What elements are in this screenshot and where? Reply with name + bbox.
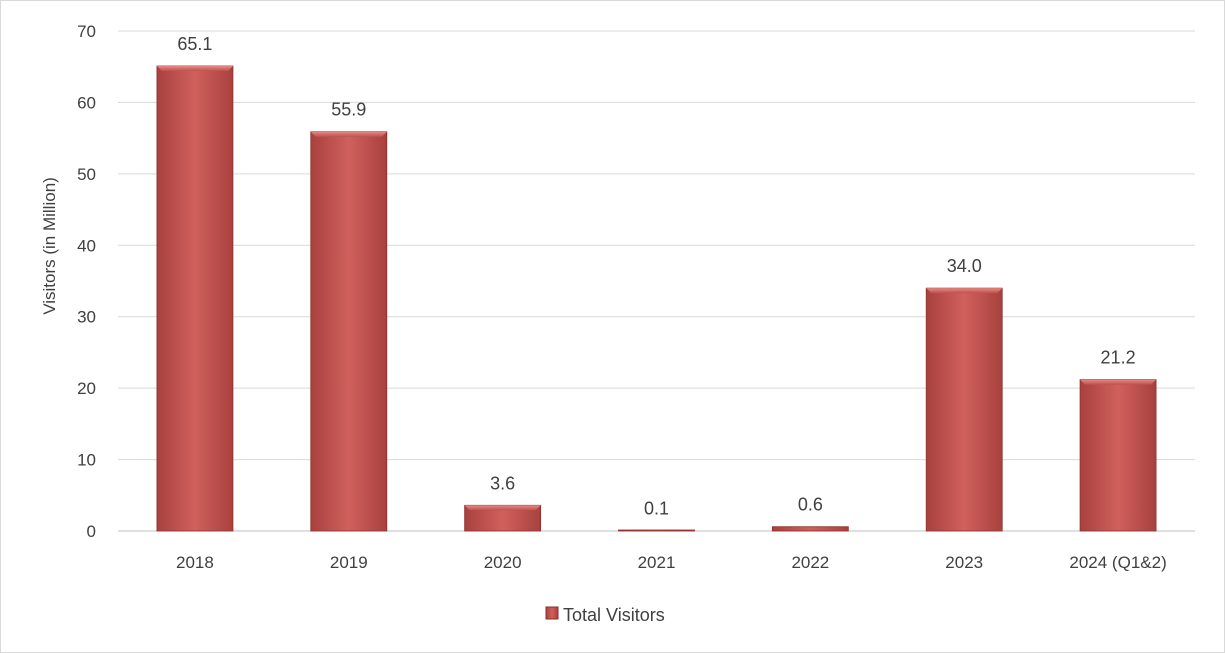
y-tick-label: 20: [77, 379, 96, 398]
data-label: 0.6: [798, 495, 823, 515]
bar-2018: [156, 65, 234, 532]
bars: [156, 65, 1157, 532]
x-category-label: 2024 (Q1&2): [1069, 553, 1166, 572]
bar-2022: [771, 526, 849, 532]
x-category-label: 2018: [176, 553, 214, 572]
y-tick-label: 70: [77, 22, 96, 41]
bar-bevel: [310, 131, 387, 137]
bar-2023: [925, 287, 1003, 532]
bar-body: [156, 65, 234, 532]
bar-bevel: [926, 288, 1003, 294]
x-category-label: 2019: [330, 553, 368, 572]
bar-body: [771, 526, 849, 532]
bar-body: [618, 529, 695, 532]
x-category-label: 2022: [791, 553, 829, 572]
y-tick-label: 50: [77, 165, 96, 184]
bar-bevel: [464, 505, 541, 511]
x-category-label: 2023: [945, 553, 983, 572]
data-label: 65.1: [177, 34, 212, 54]
data-label: 0.1: [644, 498, 669, 518]
bar-2021: [618, 529, 695, 532]
x-axis-categories: 2018 2019 2020 2021 2022 2023 2024 (Q1&2): [176, 553, 1167, 572]
y-tick-label: 10: [77, 451, 96, 470]
bar-2020: [464, 504, 542, 532]
bar-bevel: [1080, 379, 1157, 385]
legend-label: Total Visitors: [563, 605, 665, 625]
data-label: 55.9: [331, 100, 366, 120]
legend: Total Visitors: [545, 605, 665, 625]
data-label: 21.2: [1101, 348, 1136, 368]
legend-swatch: [545, 606, 559, 620]
bar-bevel: [156, 66, 233, 71]
x-category-label: 2020: [484, 553, 522, 572]
bar-2019: [310, 131, 388, 532]
y-tick-label: 30: [77, 308, 96, 327]
x-category-label: 2021: [638, 553, 676, 572]
data-labels: 65.1 55.9 3.6 0.1 0.6 34.0 21.2: [177, 34, 1135, 518]
bar-2024 (Q1&2): [1079, 379, 1157, 532]
y-tick-label: 0: [87, 522, 96, 541]
bar-body: [310, 131, 388, 532]
gridlines: [118, 30, 1195, 532]
y-tick-label: 40: [77, 236, 96, 255]
data-label: 3.6: [490, 473, 515, 493]
y-tick-label: 60: [77, 93, 96, 112]
bar-body: [925, 287, 1003, 532]
y-axis-ticks: 0 10 20 30 40 50 60 70: [77, 22, 96, 541]
data-label: 34.0: [947, 256, 982, 276]
bar-body: [1079, 379, 1157, 532]
y-axis-title: Visitors (in Million): [40, 177, 59, 315]
